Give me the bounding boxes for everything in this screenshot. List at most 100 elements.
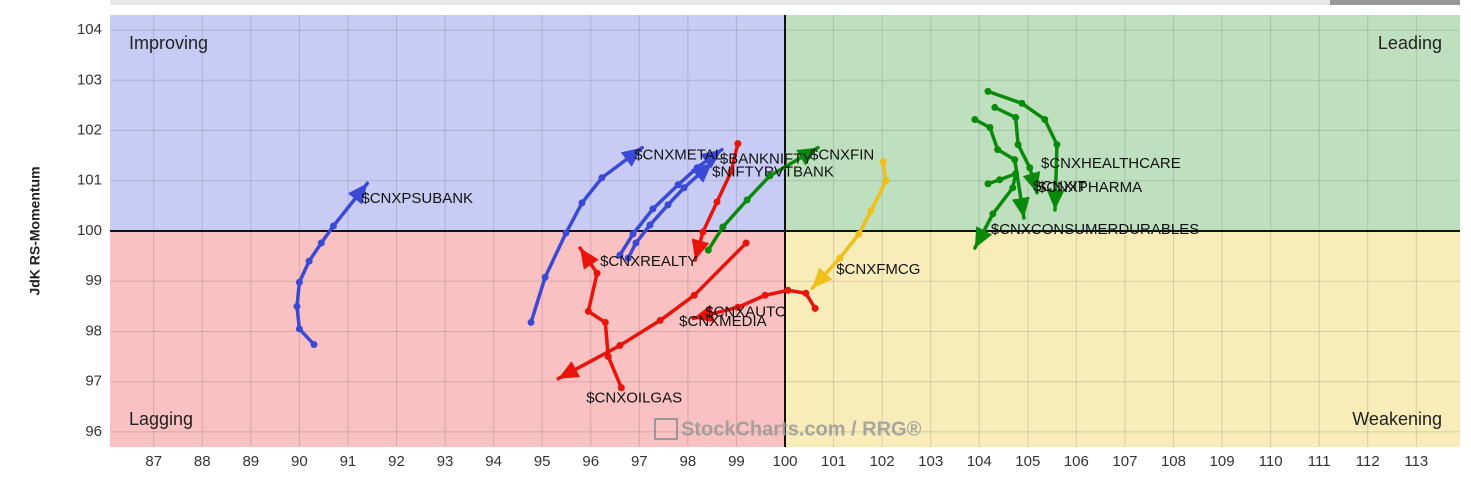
x-tick-label: 98 (680, 453, 697, 470)
tail-point (690, 291, 698, 299)
tail-point (674, 181, 682, 189)
x-tick-label: 108 (1161, 453, 1186, 470)
tail-line (618, 147, 724, 257)
tail-point (713, 198, 721, 206)
tail-point (317, 239, 325, 247)
x-tick-label: 87 (145, 453, 162, 470)
series-label: $CNXMETAL (634, 147, 723, 164)
scroll-bar (110, 0, 1460, 5)
tail-arrowhead (347, 183, 368, 205)
tail-point (836, 254, 844, 262)
tail-arrowhead (974, 226, 993, 249)
tail-arrowhead (691, 238, 710, 261)
x-tick-label: 99 (728, 453, 745, 470)
y-axis-label: JdK RS-Momentum (27, 166, 43, 295)
x-tick-label: 91 (340, 453, 357, 470)
x-tick-label: 103 (918, 453, 943, 470)
tail-arrowhead (1046, 189, 1065, 210)
tail-point (1053, 141, 1061, 149)
tail-point (578, 199, 586, 207)
y-tick-label: 96 (85, 423, 102, 440)
quadrant-label: Improving (129, 33, 208, 53)
x-tick-label: 113 (1404, 453, 1428, 470)
x-tick-label: 94 (485, 453, 502, 470)
tail-point (761, 291, 769, 299)
tail-point (624, 254, 632, 262)
tail-point (593, 269, 601, 277)
y-tick-label: 101 (77, 172, 102, 189)
tail-point (996, 176, 1004, 184)
lagging-area (110, 231, 785, 447)
series-label: $BANKNIFTY (720, 151, 813, 168)
weakening-area (785, 231, 1460, 447)
tail-point (704, 246, 712, 254)
quadrant-label: Leading (1378, 33, 1442, 53)
tail-arrowhead (796, 147, 819, 166)
tail-point (541, 273, 549, 281)
series-label: $CNXHEALTHCARE (1041, 155, 1181, 172)
tail-point (646, 221, 654, 229)
series-label: $NIFTYPVTBANK (712, 164, 834, 181)
tail-arrowhead (691, 162, 713, 183)
tail-point (656, 316, 664, 324)
tail-point (632, 239, 640, 247)
x-tick-label: 109 (1210, 453, 1235, 470)
y-tick-label: 102 (77, 122, 102, 139)
quadrant-label: Lagging (129, 409, 193, 429)
tail-point (616, 251, 624, 259)
tail-point (989, 210, 997, 218)
tail-point (867, 207, 875, 215)
tail-point (527, 318, 535, 326)
tail-point (742, 239, 750, 247)
tail-point (1009, 184, 1017, 192)
tail-point (664, 201, 672, 209)
tail-point (305, 257, 313, 265)
tail-line (578, 246, 624, 390)
tail-point (680, 184, 688, 192)
series-label: $CNXREALTY (600, 253, 697, 270)
x-tick-label: 95 (534, 453, 551, 470)
tail-point (310, 341, 318, 349)
tail-point (882, 177, 890, 185)
x-tick-label: 97 (631, 453, 648, 470)
tail-arrowhead (1011, 196, 1030, 218)
tail-point (719, 223, 727, 231)
tail-point (766, 172, 774, 180)
tail-point (802, 289, 810, 297)
tail-point (971, 115, 979, 123)
leading-area (785, 15, 1460, 231)
tail-line (529, 145, 644, 325)
series-label: $CNXAUTO (705, 303, 786, 320)
tail-point (295, 278, 303, 286)
x-tick-label: 90 (291, 453, 308, 470)
series-label: $CNXFMCG (836, 261, 920, 278)
tail-arrowhead (580, 248, 599, 270)
tail-arrowhead (558, 361, 581, 379)
tail-point (991, 103, 999, 111)
tail-point (629, 230, 637, 238)
tail-point (986, 124, 994, 132)
tail-point (811, 304, 819, 312)
series-label: $CNXIT (1033, 178, 1086, 195)
x-tick-label: 89 (242, 453, 259, 470)
tail-point (649, 205, 657, 213)
labels: 87 88 89 90 91 92 93 94 95 96 97 98 99 100 101 102 103 10… (77, 21, 1442, 470)
tail-point (984, 87, 992, 95)
tail-point (1018, 99, 1026, 107)
watermark: StockCharts.com / RRG® (681, 418, 922, 440)
tail-point (616, 342, 624, 350)
tail-arrowhead (700, 149, 722, 169)
tail-arrowhead (812, 267, 833, 289)
x-tick-label: 100 (772, 453, 797, 470)
x-tick-label: 107 (1112, 453, 1137, 470)
x-tick-label: 106 (1064, 453, 1089, 470)
y-tick-label: 104 (77, 21, 102, 38)
tail-point (994, 146, 1002, 154)
x-tick-label: 111 (1308, 453, 1331, 470)
tail-point (295, 325, 303, 333)
tail-point (855, 230, 863, 238)
tail-point (1012, 170, 1020, 178)
x-tick-label: 92 (388, 453, 405, 470)
